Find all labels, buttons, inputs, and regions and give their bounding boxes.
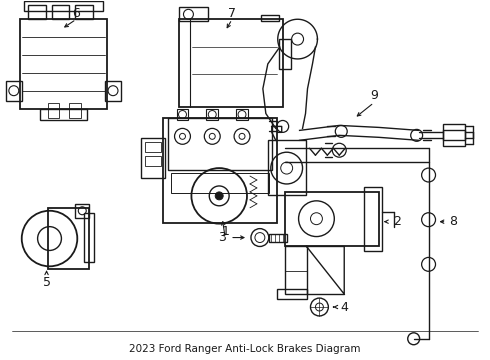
- Bar: [277, 289, 307, 299]
- Bar: [70, 103, 81, 118]
- Bar: [168, 118, 272, 170]
- Text: 8: 8: [449, 215, 457, 228]
- Bar: [141, 138, 165, 178]
- Bar: [236, 109, 248, 121]
- Bar: [28, 5, 46, 19]
- Bar: [48, 208, 89, 269]
- Text: 9: 9: [370, 89, 378, 102]
- Bar: [443, 125, 465, 140]
- Bar: [364, 187, 382, 251]
- Bar: [40, 109, 87, 121]
- Bar: [176, 109, 189, 121]
- Bar: [269, 234, 287, 242]
- Circle shape: [215, 192, 223, 200]
- Bar: [105, 81, 121, 100]
- Bar: [6, 81, 22, 100]
- Text: 6: 6: [73, 7, 80, 20]
- Bar: [51, 5, 70, 19]
- Bar: [75, 5, 93, 19]
- Text: 7: 7: [228, 7, 236, 20]
- Bar: [285, 192, 379, 247]
- Bar: [75, 204, 89, 218]
- Bar: [145, 156, 161, 166]
- Bar: [163, 118, 277, 223]
- Bar: [279, 39, 291, 69]
- Text: 1: 1: [221, 225, 229, 238]
- Bar: [24, 1, 103, 11]
- Bar: [84, 213, 94, 262]
- Bar: [443, 130, 465, 146]
- Text: 3: 3: [218, 231, 226, 244]
- Bar: [178, 19, 283, 107]
- Text: 4: 4: [340, 301, 348, 314]
- Bar: [268, 140, 306, 195]
- Bar: [145, 142, 161, 152]
- Bar: [285, 247, 307, 294]
- Bar: [206, 109, 218, 121]
- Bar: [20, 19, 107, 109]
- Bar: [48, 103, 59, 118]
- Text: 2: 2: [393, 215, 401, 228]
- Text: 2023 Ford Ranger Anti-Lock Brakes Diagram: 2023 Ford Ranger Anti-Lock Brakes Diagra…: [129, 344, 361, 354]
- Bar: [261, 15, 279, 21]
- Bar: [178, 7, 208, 21]
- Text: 5: 5: [43, 276, 50, 289]
- Bar: [171, 173, 269, 193]
